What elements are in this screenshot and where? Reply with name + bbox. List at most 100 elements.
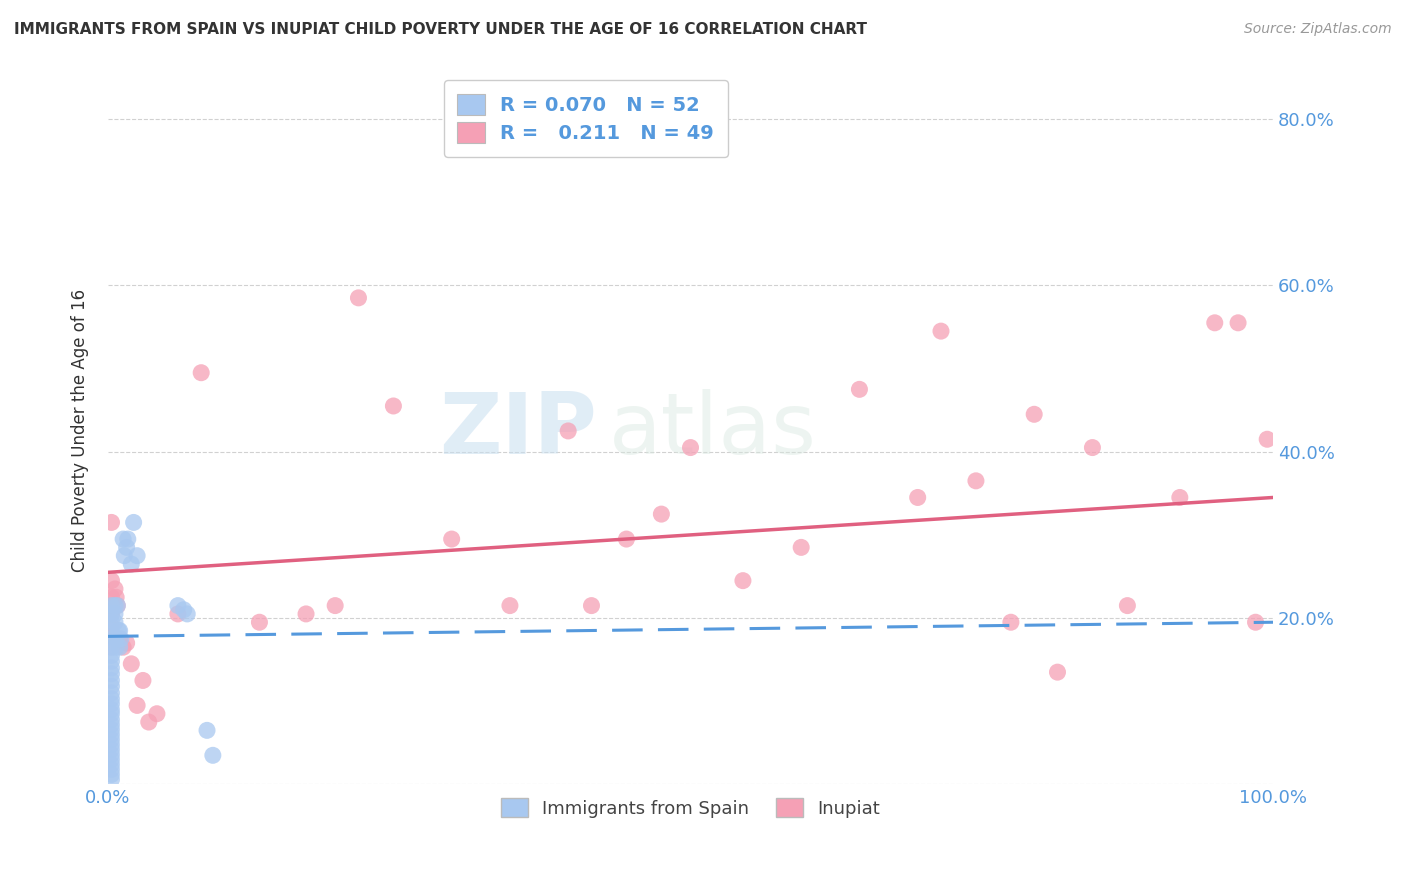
Point: [1244, 615, 1267, 630]
Point: [100, 607, 122, 621]
Point: [347, 291, 370, 305]
Point: [100, 702, 122, 716]
Point: [100, 679, 122, 693]
Point: [1168, 491, 1191, 505]
Point: [1227, 316, 1250, 330]
Point: [249, 615, 271, 630]
Point: [499, 599, 522, 613]
Point: [731, 574, 754, 588]
Point: [100, 727, 122, 741]
Point: [100, 666, 122, 681]
Point: [100, 772, 122, 787]
Point: [1046, 665, 1069, 680]
Point: [557, 424, 579, 438]
Point: [1256, 432, 1278, 446]
Point: [105, 632, 128, 646]
Point: [100, 757, 122, 772]
Text: IMMIGRANTS FROM SPAIN VS INUPIAT CHILD POVERTY UNDER THE AGE OF 16 CORRELATION C: IMMIGRANTS FROM SPAIN VS INUPIAT CHILD P…: [14, 22, 868, 37]
Point: [1000, 615, 1022, 630]
Point: [100, 640, 122, 655]
Point: [176, 607, 198, 621]
Point: [100, 629, 122, 643]
Point: [104, 615, 127, 630]
Point: [848, 382, 870, 396]
Point: [790, 541, 813, 555]
Point: [108, 632, 131, 646]
Point: [1081, 441, 1104, 455]
Point: [100, 686, 122, 700]
Point: [100, 619, 122, 633]
Point: [100, 624, 122, 638]
Point: [100, 723, 122, 737]
Point: [100, 648, 122, 663]
Point: [100, 713, 122, 727]
Point: [100, 691, 122, 706]
Point: [104, 599, 127, 613]
Point: [100, 732, 122, 747]
Legend: Immigrants from Spain, Inupiat: Immigrants from Spain, Inupiat: [494, 790, 887, 825]
Point: [100, 632, 122, 646]
Text: atlas: atlas: [609, 390, 817, 473]
Point: [650, 507, 672, 521]
Point: [100, 752, 122, 766]
Point: [112, 640, 135, 655]
Point: [104, 582, 127, 596]
Point: [190, 366, 212, 380]
Point: [127, 549, 149, 563]
Point: [100, 599, 122, 613]
Point: [105, 599, 128, 613]
Point: [581, 599, 603, 613]
Point: [117, 532, 139, 546]
Point: [929, 324, 952, 338]
Point: [1024, 407, 1046, 421]
Point: [108, 624, 131, 638]
Text: Source: ZipAtlas.com: Source: ZipAtlas.com: [1244, 22, 1392, 37]
Point: [110, 632, 132, 646]
Point: [105, 599, 128, 613]
Point: [965, 474, 987, 488]
Point: [120, 657, 142, 671]
Point: [100, 742, 122, 756]
Point: [104, 607, 127, 621]
Point: [100, 738, 122, 752]
Point: [100, 640, 122, 655]
Point: [100, 599, 122, 613]
Point: [201, 748, 224, 763]
Point: [195, 723, 218, 738]
Point: [146, 706, 169, 721]
Point: [100, 574, 122, 588]
Point: [138, 714, 160, 729]
Point: [679, 441, 702, 455]
Point: [100, 673, 122, 688]
Point: [100, 767, 122, 781]
Point: [112, 532, 135, 546]
Y-axis label: Child Poverty Under the Age of 16: Child Poverty Under the Age of 16: [72, 289, 89, 573]
Point: [100, 717, 122, 731]
Point: [100, 607, 122, 621]
Point: [907, 491, 929, 505]
Point: [323, 599, 346, 613]
Point: [122, 516, 145, 530]
Point: [107, 624, 129, 638]
Point: [127, 698, 149, 713]
Point: [105, 640, 128, 655]
Point: [115, 541, 138, 555]
Point: [167, 599, 190, 613]
Point: [100, 697, 122, 711]
Point: [440, 532, 463, 546]
Point: [100, 661, 122, 675]
Point: [100, 516, 122, 530]
Point: [105, 591, 128, 605]
Point: [1116, 599, 1139, 613]
Point: [100, 763, 122, 777]
Point: [100, 591, 122, 605]
Point: [295, 607, 318, 621]
Point: [100, 654, 122, 668]
Point: [120, 557, 142, 571]
Point: [132, 673, 155, 688]
Point: [1204, 316, 1226, 330]
Point: [108, 640, 131, 655]
Point: [616, 532, 638, 546]
Point: [382, 399, 405, 413]
Point: [100, 706, 122, 721]
